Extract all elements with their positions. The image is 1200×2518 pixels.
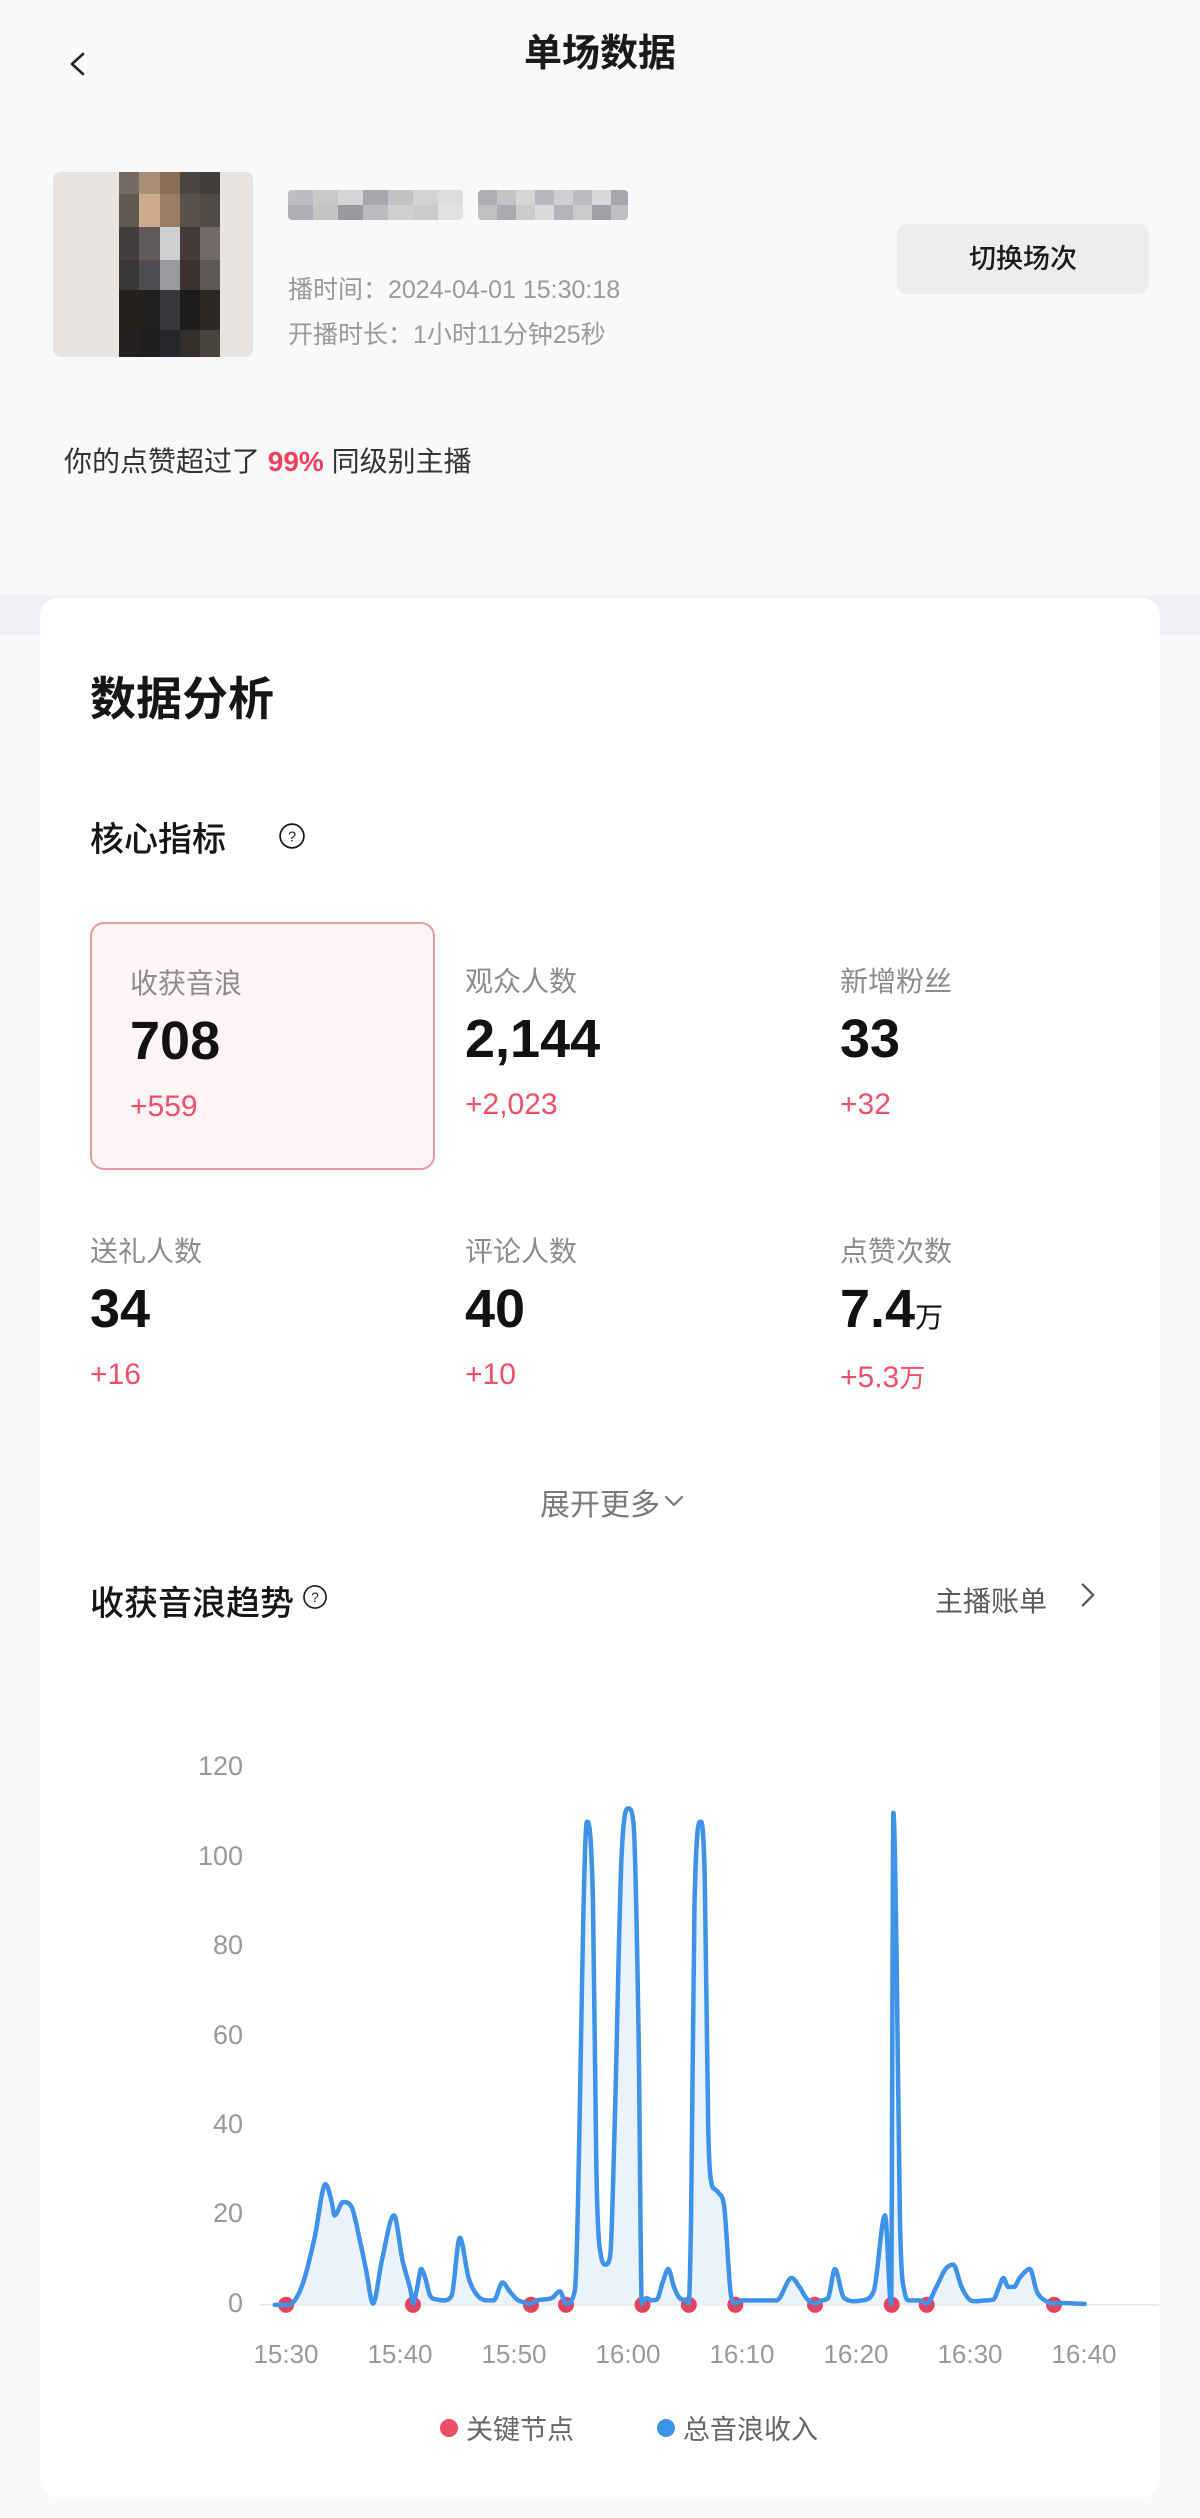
svg-text:?: ?	[288, 830, 296, 846]
svg-text:15:50: 15:50	[481, 2339, 546, 2369]
svg-text:16:20: 16:20	[823, 2339, 888, 2369]
svg-text:15:40: 15:40	[367, 2339, 432, 2369]
svg-text:?: ?	[311, 1590, 319, 1605]
svg-text:16:40: 16:40	[1051, 2339, 1116, 2369]
svg-text:120: 120	[198, 1751, 243, 1781]
svg-text:40: 40	[213, 2109, 243, 2139]
svg-text:16:10: 16:10	[709, 2339, 774, 2369]
svg-text:15:30: 15:30	[253, 2339, 318, 2369]
svg-text:16:30: 16:30	[937, 2339, 1002, 2369]
svg-text:20: 20	[213, 2198, 243, 2228]
svg-text:60: 60	[213, 2020, 243, 2050]
svg-text:80: 80	[213, 1930, 243, 1960]
svg-text:16:00: 16:00	[595, 2339, 660, 2369]
svg-text:100: 100	[198, 1841, 243, 1871]
svg-text:0: 0	[228, 2288, 243, 2318]
